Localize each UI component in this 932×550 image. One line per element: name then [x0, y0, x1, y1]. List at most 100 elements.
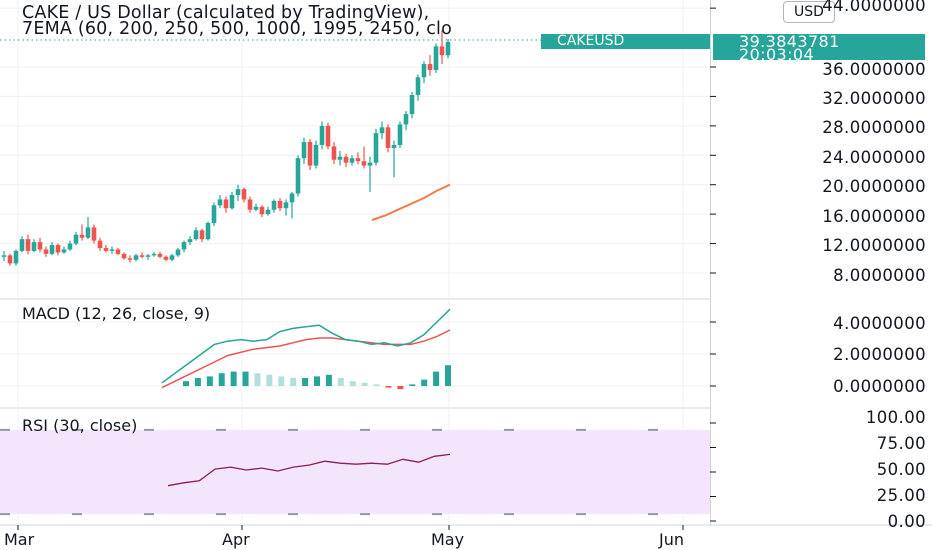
- candle-down: [157, 253, 163, 257]
- candle-up: [145, 255, 151, 257]
- candle-down: [385, 127, 391, 148]
- candle-up: [235, 189, 241, 196]
- candle-down: [7, 255, 13, 264]
- macd-histogram-bar: [314, 376, 320, 386]
- candle-down: [139, 255, 145, 257]
- candle-down: [55, 245, 61, 253]
- candle-down: [199, 230, 205, 240]
- time-tick-label: May: [431, 530, 465, 549]
- candle-down: [325, 125, 331, 147]
- candle-up: [265, 209, 271, 215]
- candle-up: [1, 255, 7, 257]
- candle-up: [409, 94, 415, 115]
- currency-button[interactable]: USD: [783, 1, 835, 23]
- candle-down: [343, 156, 349, 163]
- macd-histogram-bar: [325, 374, 332, 386]
- candle-up: [169, 255, 175, 260]
- macd-histogram-bar: [385, 386, 392, 388]
- candle-down: [43, 249, 49, 254]
- candle-up: [253, 206, 259, 210]
- candle-down: [25, 239, 31, 251]
- macd-histogram-bar: [183, 381, 189, 386]
- price-badge-countdown: 20:03:04: [739, 45, 815, 64]
- macd-line: [161, 308, 451, 384]
- macd-histogram-bar: [445, 365, 451, 386]
- candle-up: [67, 243, 73, 250]
- candle-up: [367, 162, 373, 166]
- candle-up: [31, 242, 37, 251]
- rsi-tick-label: 100.00: [865, 408, 926, 427]
- candle-up: [415, 77, 421, 95]
- candle-up: [109, 249, 115, 251]
- candle-up: [229, 195, 235, 209]
- candle-up: [271, 200, 277, 210]
- macd-histogram-bar: [433, 371, 440, 386]
- rsi-label[interactable]: RSI (30, close): [22, 416, 138, 435]
- candle-up: [217, 199, 223, 206]
- time-tick-label: Jun: [659, 530, 684, 549]
- macd-tick-label: 2.0000000: [833, 345, 926, 364]
- rsi-tick-label: 50.00: [876, 460, 926, 479]
- macd-histogram-bar: [373, 384, 380, 386]
- macd-histogram-bar: [409, 384, 416, 386]
- price-badge-value: 39.3843781: [739, 32, 840, 51]
- candle-up: [187, 239, 193, 243]
- ema-indicator-label[interactable]: 7EMA (60, 200, 250, 500, 1000, 1995, 245…: [22, 19, 453, 39]
- rsi-tick-label: 25.00: [876, 486, 926, 505]
- candle-up: [193, 230, 199, 240]
- macd-histogram-bar: [278, 376, 285, 386]
- candle-up: [73, 234, 79, 244]
- candle-down: [103, 247, 109, 251]
- candle-down: [97, 240, 103, 248]
- candle-down: [307, 142, 313, 166]
- macd-histogram-bar: [337, 378, 344, 386]
- rsi-line: [167, 453, 451, 487]
- macd-histogram-bar: [194, 378, 201, 386]
- candle-up: [61, 249, 67, 253]
- candle-down: [361, 161, 367, 166]
- candle-up: [289, 193, 295, 203]
- price-tick-label: 8.0000000: [833, 266, 926, 285]
- candle-up: [175, 249, 181, 256]
- candle-down: [241, 189, 247, 200]
- rsi-band: [0, 429, 710, 515]
- candle-up: [283, 202, 289, 209]
- candle-up: [421, 64, 427, 78]
- macd-histogram-bar: [230, 371, 237, 386]
- price-tick-label: 20.0000000: [822, 177, 926, 196]
- candle-down: [115, 249, 121, 254]
- candle-down: [163, 256, 169, 260]
- price-tick-label: 32.0000000: [822, 89, 926, 108]
- candle-down: [331, 146, 337, 160]
- candle-up: [301, 142, 307, 159]
- candle-down: [427, 64, 433, 70]
- macd-tick-label: 0.0000000: [833, 377, 926, 396]
- price-tick-label: 24.0000000: [822, 148, 926, 167]
- candle-down: [91, 227, 97, 241]
- candle-up: [373, 133, 379, 163]
- candle-up: [49, 245, 55, 254]
- time-tick-label: Apr: [222, 530, 250, 549]
- candle-up: [19, 239, 25, 251]
- macd-histogram-bar: [242, 371, 249, 386]
- macd-label[interactable]: MACD (12, 26, close, 9): [22, 304, 211, 323]
- rsi-tick-label: 75.00: [876, 434, 926, 453]
- chart-title: CAKE / US Dollar (calculated by TradingV…: [22, 3, 430, 23]
- rsi-tick-label: 0.00: [887, 512, 926, 531]
- macd-histogram-bar: [266, 374, 273, 386]
- time-tick-label: Mar: [4, 530, 35, 549]
- candle-up: [379, 127, 385, 134]
- candle-up: [319, 125, 325, 145]
- candle-up: [181, 242, 187, 250]
- candle-up: [349, 158, 355, 163]
- candle-down: [247, 199, 253, 210]
- candle-down: [259, 206, 265, 215]
- macd-histogram-bar: [397, 386, 404, 390]
- macd-histogram-bar: [218, 373, 225, 386]
- price-tick-label: 16.0000000: [822, 207, 926, 226]
- candle-up: [211, 205, 217, 223]
- macd-histogram-bar: [290, 378, 297, 386]
- candle-down: [121, 253, 127, 259]
- candle-up: [445, 41, 451, 56]
